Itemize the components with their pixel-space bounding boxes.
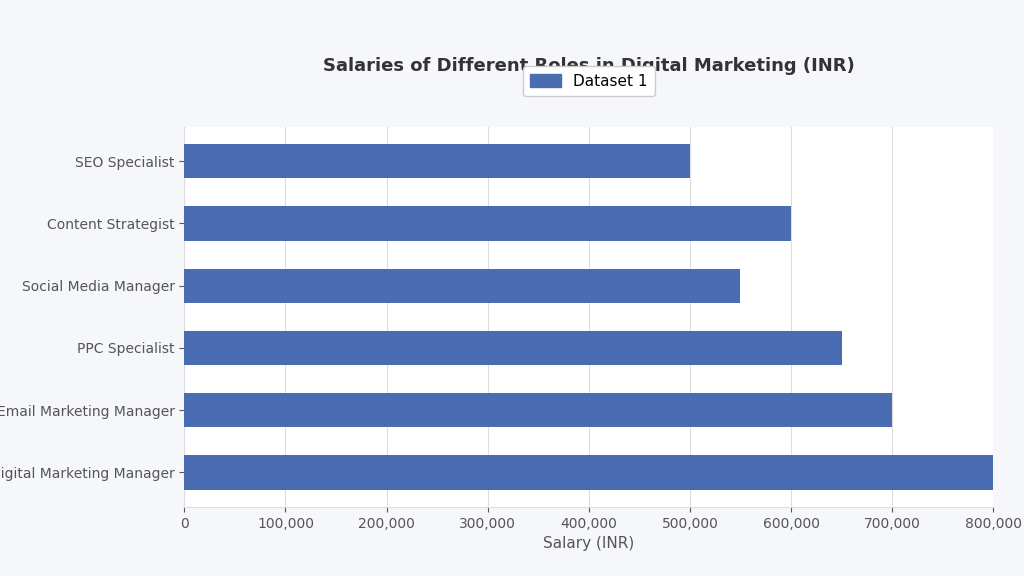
X-axis label: Salary (INR): Salary (INR) <box>543 536 635 551</box>
Bar <box>184 456 993 490</box>
Bar <box>184 331 842 365</box>
Bar <box>184 206 791 241</box>
Legend: Dataset 1: Dataset 1 <box>522 66 655 96</box>
Title: Salaries of Different Roles in Digital Marketing (INR): Salaries of Different Roles in Digital M… <box>323 57 855 75</box>
Bar <box>184 144 690 178</box>
Bar <box>184 268 740 303</box>
Bar <box>184 393 892 427</box>
